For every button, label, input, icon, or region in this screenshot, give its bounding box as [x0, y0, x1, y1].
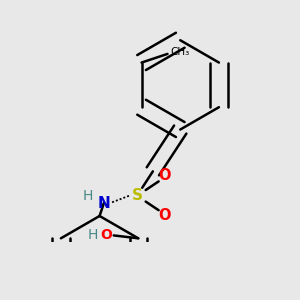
Text: O: O [158, 168, 171, 183]
Text: N: N [98, 196, 110, 211]
Text: H: H [83, 189, 93, 203]
Text: S: S [131, 188, 142, 203]
Text: O: O [100, 228, 112, 242]
Text: O: O [158, 208, 171, 224]
Text: H: H [88, 228, 98, 242]
Text: CH₃: CH₃ [170, 47, 190, 58]
